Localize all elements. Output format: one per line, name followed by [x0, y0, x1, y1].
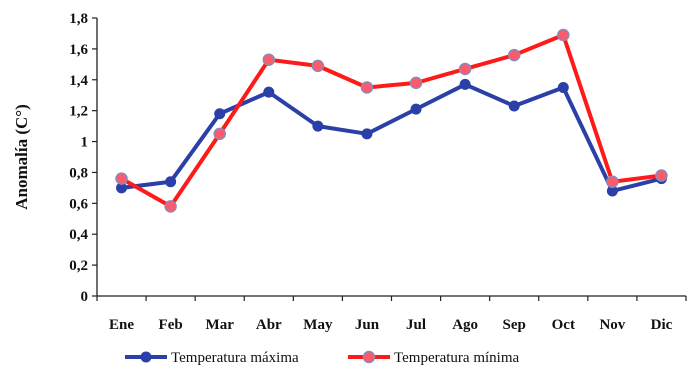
- legend-marker: [140, 351, 152, 363]
- data-point-max: [312, 120, 324, 132]
- data-point-min: [557, 28, 570, 42]
- legend-label: Temperatura máxima: [171, 350, 299, 366]
- y-axis: 0 0,2 0,4 0,6 0,8 1 1,2 1,4 1,6 1,8: [69, 11, 98, 305]
- x-tick-label: Oct: [552, 317, 575, 333]
- y-axis-label: Anomalía (C°): [12, 104, 31, 210]
- data-point-min: [507, 48, 521, 62]
- data-point-max: [459, 78, 471, 90]
- data-point-min: [655, 169, 668, 182]
- series-line-0: [121, 82, 662, 193]
- x-tick-label: Feb: [159, 317, 183, 333]
- data-point-min: [606, 175, 619, 188]
- y-tick-label: 0,2: [69, 258, 88, 274]
- data-point-max: [410, 103, 422, 115]
- data-point-min: [262, 53, 276, 66]
- data-point-min: [409, 76, 423, 90]
- y-tick-label: 1,2: [69, 104, 88, 120]
- x-tick-label: Sep: [503, 317, 526, 333]
- data-point-max: [606, 185, 618, 197]
- data-point-min: [311, 59, 325, 73]
- data-point-min: [458, 62, 472, 76]
- y-tick-label: 1,8: [69, 11, 88, 27]
- data-point-max: [557, 82, 569, 93]
- x-tick-label: Nov: [599, 317, 625, 333]
- legend: Temperatura máxima Temperatura mínima: [125, 350, 519, 366]
- data-point-min: [164, 200, 177, 213]
- x-axis: Ene Feb Mar Abr May Jun Jul Ago Sep Oct Nov Dic: [96, 295, 687, 333]
- y-tick-label: 0,8: [69, 165, 88, 181]
- x-tick-label: Abr: [256, 317, 282, 333]
- y-tick-label: 1,4: [69, 73, 88, 89]
- y-tick-label: 0,4: [69, 227, 88, 243]
- data-point-max: [116, 182, 128, 194]
- x-tick-label: Ago: [452, 317, 478, 333]
- legend-marker: [362, 350, 376, 364]
- data-point-min: [213, 127, 226, 141]
- series-area: [115, 28, 668, 213]
- x-tick-label: Dic: [651, 317, 673, 333]
- legend-label: Temperatura mínima: [394, 350, 519, 366]
- data-point-min: [115, 172, 128, 185]
- x-tick-label: Jul: [406, 317, 426, 333]
- y-tick-label: 0: [81, 289, 89, 305]
- y-tick-label: 1: [81, 135, 89, 151]
- x-tick-label: May: [303, 317, 333, 333]
- x-tick-label: Ene: [109, 317, 134, 333]
- y-tick-label: 1,6: [69, 42, 88, 58]
- x-tick-label: Jun: [355, 317, 380, 333]
- data-point-max: [508, 100, 520, 112]
- data-point-max: [214, 108, 226, 120]
- data-point-max: [361, 128, 373, 140]
- series-line-1: [120, 32, 662, 209]
- data-point-min: [360, 81, 374, 94]
- y-tick-label: 0,6: [69, 196, 88, 212]
- data-point-max: [263, 86, 275, 98]
- data-point-max: [165, 176, 177, 188]
- x-tick-label: Mar: [206, 317, 235, 333]
